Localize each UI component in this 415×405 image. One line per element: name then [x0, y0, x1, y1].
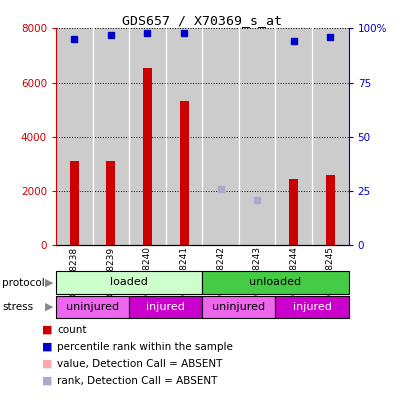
Bar	[56, 271, 202, 294]
Text: ■: ■	[42, 376, 52, 386]
Text: injured: injured	[146, 302, 185, 312]
Bar	[239, 28, 276, 245]
Text: injured: injured	[293, 302, 332, 312]
Bar	[70, 161, 79, 245]
Text: rank, Detection Call = ABSENT: rank, Detection Call = ABSENT	[57, 376, 217, 386]
Text: ▶: ▶	[45, 278, 53, 288]
Text: uninjured: uninjured	[212, 302, 266, 312]
Text: value, Detection Call = ABSENT: value, Detection Call = ABSENT	[57, 359, 222, 369]
Bar	[180, 102, 188, 245]
Text: loaded: loaded	[110, 277, 148, 288]
Bar	[202, 28, 239, 245]
Bar	[129, 296, 202, 318]
Text: protocol: protocol	[2, 278, 45, 288]
Bar	[166, 28, 203, 245]
Bar	[56, 28, 93, 245]
Bar	[202, 296, 276, 318]
Bar	[143, 68, 152, 245]
Text: unloaded: unloaded	[249, 277, 302, 288]
Bar	[202, 271, 349, 294]
Text: ■: ■	[42, 359, 52, 369]
Bar	[326, 175, 335, 245]
Text: ▶: ▶	[45, 302, 53, 312]
Text: stress: stress	[2, 302, 33, 312]
Text: percentile rank within the sample: percentile rank within the sample	[57, 342, 233, 352]
Bar	[276, 296, 349, 318]
Text: ■: ■	[42, 325, 52, 335]
Bar	[276, 28, 312, 245]
Text: uninjured: uninjured	[66, 302, 119, 312]
Title: GDS657 / X70369_s_at: GDS657 / X70369_s_at	[122, 14, 282, 27]
Bar	[312, 28, 349, 245]
Bar	[56, 296, 129, 318]
Text: ■: ■	[42, 342, 52, 352]
Bar	[93, 28, 129, 245]
Bar	[106, 161, 115, 245]
Text: count: count	[57, 325, 87, 335]
Bar	[289, 179, 298, 245]
Bar	[129, 28, 166, 245]
